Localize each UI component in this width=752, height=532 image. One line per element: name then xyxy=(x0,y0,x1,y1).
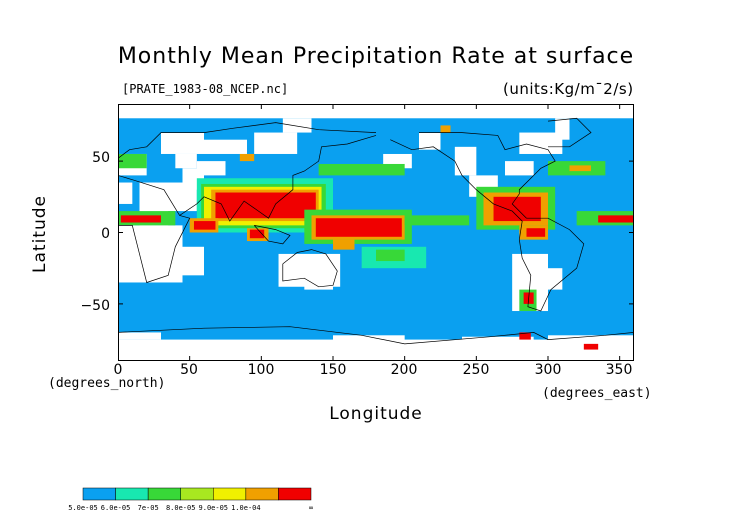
missing-cell-17 xyxy=(505,161,534,176)
x-tick-100: 100 xyxy=(247,362,275,378)
y-tick-50: 50 xyxy=(92,150,110,166)
y-axis-label: Latitude xyxy=(30,195,50,273)
precip-cell-17 xyxy=(598,215,634,223)
file-label: [PRATE_1983-08_NCEP.nc] xyxy=(122,82,289,96)
precip-cell-33 xyxy=(239,153,255,162)
precip-cell-12 xyxy=(404,215,470,226)
chart-title: Monthly Mean Precipitation Rate at surfa… xyxy=(117,44,635,69)
precip-cell-28 xyxy=(118,153,147,169)
coastline-3 xyxy=(253,225,291,245)
coastline-7 xyxy=(547,117,592,148)
precip-cell-32 xyxy=(583,343,599,350)
precip-cell-11 xyxy=(315,218,402,237)
missing-cell-11 xyxy=(304,275,333,290)
coastline-1 xyxy=(179,135,377,222)
x-tick-350: 350 xyxy=(605,362,633,378)
colorbar-label-3: 8.0e-05 xyxy=(165,504,196,512)
missing-cell-5 xyxy=(175,246,204,276)
units-label: (units:Kg/m¯2/s) xyxy=(503,80,634,98)
x-tick-150: 150 xyxy=(319,362,347,378)
colorbar-swatch-6 xyxy=(278,487,312,501)
missing-cell-21 xyxy=(333,335,405,344)
colorbar-label-4: 9.0e-05 xyxy=(198,504,229,512)
coastline-8 xyxy=(118,326,634,345)
colorbar-label-2: 7e-05 xyxy=(137,504,159,512)
coastlines xyxy=(118,117,634,345)
x-tick-200: 200 xyxy=(390,362,418,378)
coastline-6 xyxy=(118,122,377,159)
precip-cells xyxy=(118,104,634,361)
precip-map xyxy=(118,104,634,361)
precip-cell-4 xyxy=(215,192,316,219)
x-tick-50: 50 xyxy=(180,362,198,378)
precip-cell-34 xyxy=(440,125,451,133)
missing-cell-22 xyxy=(462,336,534,347)
coastline-2 xyxy=(282,249,338,288)
missing-cell-25 xyxy=(161,132,204,154)
x-axis-label: Longitude xyxy=(329,404,423,424)
colorbar-label-5: 1.0e-04 xyxy=(231,504,261,512)
colorbar-swatch-2 xyxy=(147,487,181,501)
colorbar-label-6: ∞ xyxy=(308,504,314,512)
y-tick-minus50: −50 xyxy=(80,298,110,314)
precip-cell-8 xyxy=(249,229,265,239)
axis-ticks xyxy=(118,104,634,361)
colorbar-swatch-0 xyxy=(82,487,116,501)
precip-cell-22 xyxy=(526,228,546,237)
coastline-4 xyxy=(390,139,585,312)
colorbar-swatch-5 xyxy=(245,487,279,501)
missing-cell-29 xyxy=(555,118,570,140)
x-unit-label: (degrees_east) xyxy=(542,386,652,401)
missing-cell-24 xyxy=(118,104,634,119)
missing-cell-8 xyxy=(175,153,197,169)
colorbar xyxy=(82,487,312,501)
y-tick-0: 0 xyxy=(101,226,110,242)
missing-cell-20 xyxy=(118,332,161,340)
missing-cell-3 xyxy=(118,232,161,247)
precip-cell-13 xyxy=(333,239,355,250)
missing-cell-14 xyxy=(454,146,477,176)
precip-cell-31 xyxy=(519,332,531,340)
colorbar-label-1: 6.0e-05 xyxy=(100,504,131,512)
colorbar-swatch-1 xyxy=(115,487,149,501)
missing-cell-16 xyxy=(519,132,563,154)
precip-cell-6 xyxy=(193,221,216,230)
colorbar-swatch-3 xyxy=(180,487,214,501)
precip-cell-24 xyxy=(376,249,405,262)
missing-cell-15 xyxy=(419,132,441,150)
x-tick-0: 0 xyxy=(113,362,123,378)
colorbar-label-0: 5.0e-05 xyxy=(68,504,98,512)
missing-cell-31 xyxy=(118,182,133,204)
missing-cell-28 xyxy=(282,118,312,133)
precip-cell-25 xyxy=(318,163,405,176)
colorbar-swatch-4 xyxy=(213,487,247,501)
missing-cell-13 xyxy=(533,268,563,290)
x-tick-300: 300 xyxy=(534,362,562,378)
y-unit-label: (degrees_north) xyxy=(48,376,166,391)
precip-cell-15 xyxy=(120,215,161,223)
missing-cell-7 xyxy=(196,161,226,176)
missing-cell-27 xyxy=(204,139,247,154)
x-tick-250: 250 xyxy=(462,362,490,378)
coastline-0 xyxy=(118,175,191,283)
missing-cell-23 xyxy=(548,335,634,347)
precip-cell-27 xyxy=(569,165,591,172)
coastline-5 xyxy=(419,132,556,219)
missing-cell-26 xyxy=(254,132,298,154)
